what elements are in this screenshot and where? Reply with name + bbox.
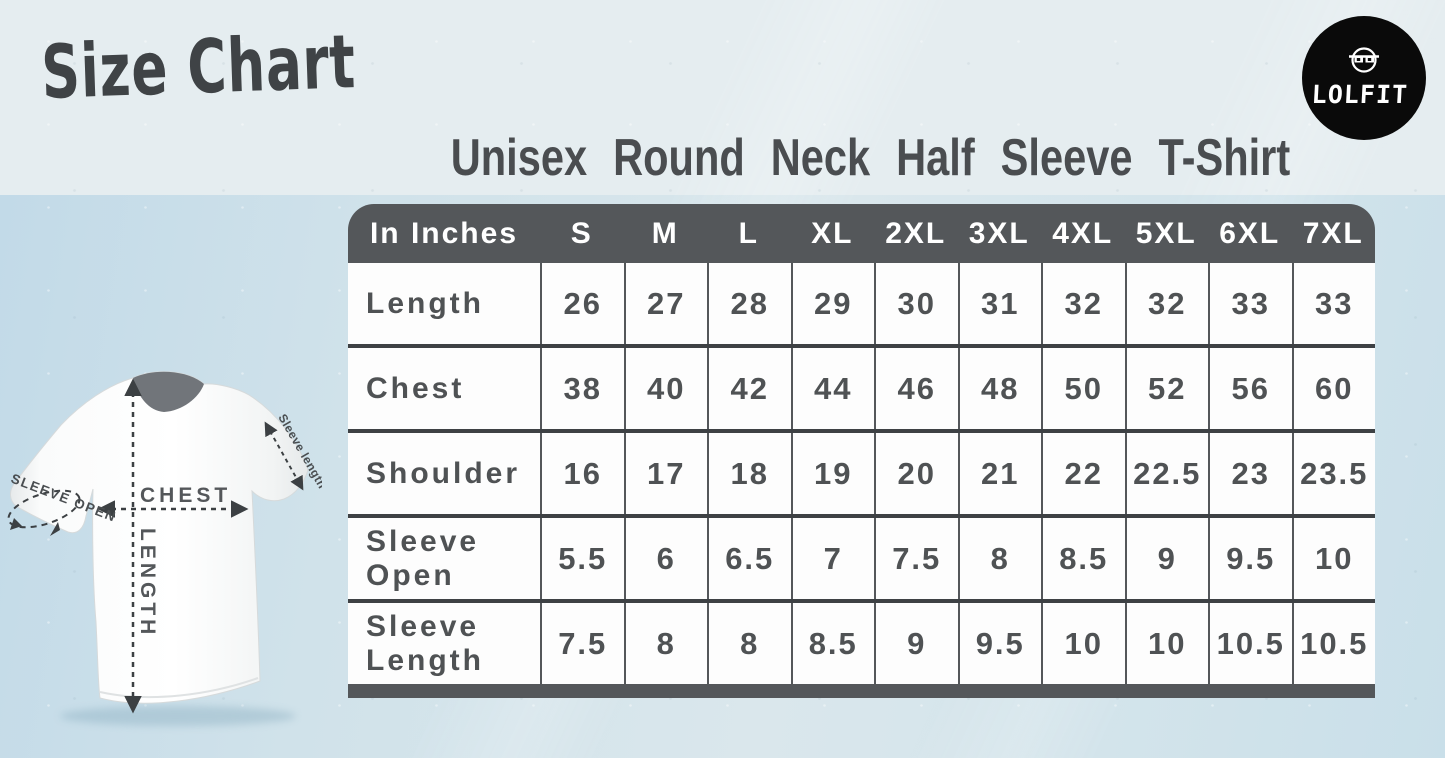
size-chart-table: In Inches S M L XL 2XL 3XL 4XL 5XL 6XL 7XL Length 2… <box>348 204 1375 698</box>
table-header-row: In Inches S M L XL 2XL 3XL 4XL 5XL 6XL 7XL <box>348 204 1375 263</box>
row-label: Shoulder <box>366 456 521 490</box>
table-title: Unisex Round Neck Half Sleeve T-Shirt <box>450 129 1291 187</box>
sleeve-open-arrowhead-left <box>10 518 22 530</box>
value-cell: 44 <box>790 348 875 429</box>
header-cell-size-s: S <box>570 216 593 250</box>
value-cell: 52 <box>1124 348 1209 429</box>
value-cell: 56 <box>1208 348 1292 429</box>
row-label: Length <box>366 286 484 320</box>
value-cell: 17 <box>623 433 708 514</box>
value-cell: 8 <box>707 603 791 684</box>
value-cell: 26 <box>540 263 624 344</box>
header-cell-size-l: L <box>738 216 759 250</box>
value-cell: 21 <box>957 433 1042 514</box>
value-cell: 46 <box>874 348 958 429</box>
header-cell-size-m: M <box>651 216 679 250</box>
value-cell: 7.5 <box>540 603 624 684</box>
brand-logo: LOLFIT <box>1299 16 1429 142</box>
sunglasses-face-icon <box>1349 47 1379 73</box>
header-cell-size-4xl: 4XL <box>1052 216 1114 250</box>
value-cell: 16 <box>540 433 624 514</box>
header-cell-size-3xl: 3XL <box>968 216 1030 250</box>
value-cell: 8 <box>623 603 708 684</box>
row-label: Chest <box>366 371 465 405</box>
value-cell: 5.5 <box>540 518 624 599</box>
value-cell: 7.5 <box>874 518 958 599</box>
value-cell: 27 <box>623 263 708 344</box>
value-cell: 6 <box>623 518 708 599</box>
table-row: Length 26 27 28 29 30 31 32 32 33 33 <box>348 263 1375 344</box>
value-cell: 8 <box>957 518 1042 599</box>
value-cell: 40 <box>623 348 708 429</box>
sleeve-open-arrowhead-right <box>50 522 60 536</box>
table-row: Sleeve Open 5.5 6 6.5 7 7.5 8 8.5 9 9.5 10 <box>348 514 1375 599</box>
chest-label: CHEST <box>140 484 231 507</box>
value-cell: 60 <box>1291 348 1376 429</box>
header-cell-size-7xl: 7XL <box>1302 216 1364 250</box>
value-cell: 9 <box>874 603 958 684</box>
value-cell: 22 <box>1041 433 1125 514</box>
value-cell: 48 <box>957 348 1042 429</box>
value-cell: 10 <box>1124 603 1209 684</box>
header-cell-size-xl: XL <box>811 216 854 250</box>
value-cell: 32 <box>1124 263 1209 344</box>
sleeve-open-ellipse <box>7 489 81 529</box>
brand-logo-text: LOLFIT <box>1311 80 1409 109</box>
table-bottom-bar <box>348 684 1375 698</box>
header-cell-size-2xl: 2XL <box>885 216 947 250</box>
length-label: LENGTH <box>136 528 159 638</box>
brand-logo-graphic: LOLFIT <box>1302 16 1426 140</box>
table-body: Length 26 27 28 29 30 31 32 32 33 33 Chest 38 40 42 44 4… <box>348 263 1375 684</box>
value-cell: 28 <box>707 263 791 344</box>
value-cell: 50 <box>1041 348 1125 429</box>
header-cell-size-5xl: 5XL <box>1135 216 1197 250</box>
value-cell: 7 <box>790 518 875 599</box>
value-cell: 10 <box>1041 603 1125 684</box>
row-label: Sleeve Length <box>366 609 484 677</box>
table-row: Chest 38 40 42 44 46 48 50 52 56 60 <box>348 344 1375 429</box>
value-cell: 10.5 <box>1291 603 1376 684</box>
value-cell: 31 <box>957 263 1042 344</box>
value-cell: 42 <box>707 348 791 429</box>
value-cell: 30 <box>874 263 958 344</box>
value-cell: 33 <box>1208 263 1292 344</box>
value-cell: 20 <box>874 433 958 514</box>
row-label: Sleeve Open <box>366 524 480 592</box>
value-cell: 8.5 <box>1041 518 1125 599</box>
value-cell: 22.5 <box>1124 433 1209 514</box>
header-cell-unit: In Inches <box>369 216 519 250</box>
header-cell-size-6xl: 6XL <box>1219 216 1281 250</box>
value-cell: 9 <box>1124 518 1209 599</box>
value-cell: 23.5 <box>1291 433 1376 514</box>
tshirt-hem-line <box>99 677 259 699</box>
value-cell: 8.5 <box>790 603 875 684</box>
background-top-strip <box>0 0 1445 195</box>
tshirt-illustration: CHEST LENGTH SLEEVE OPEN Sleeve length <box>7 371 329 726</box>
value-cell: 38 <box>540 348 624 429</box>
value-cell: 32 <box>1041 263 1125 344</box>
value-cell: 9.5 <box>957 603 1042 684</box>
page-title: Size Chart <box>40 19 358 116</box>
value-cell: 18 <box>707 433 791 514</box>
value-cell: 23 <box>1208 433 1292 514</box>
value-cell: 9.5 <box>1208 518 1292 599</box>
value-cell: 6.5 <box>707 518 791 599</box>
value-cell: 10 <box>1291 518 1376 599</box>
table-row: Sleeve Length 7.5 8 8 8.5 9 9.5 10 10 10.5 10.5 <box>348 599 1375 684</box>
value-cell: 19 <box>790 433 875 514</box>
table-row: Shoulder 16 17 18 19 20 21 22 22.5 23 23.5 <box>348 429 1375 514</box>
tshirt-collar <box>133 371 204 412</box>
value-cell: 33 <box>1291 263 1376 344</box>
value-cell: 10.5 <box>1208 603 1292 684</box>
value-cell: 29 <box>790 263 875 344</box>
tshirt-measurement-diagram: CHEST LENGTH SLEEVE OPEN Sleeve length <box>0 362 329 736</box>
tshirt-shadow <box>60 706 296 726</box>
